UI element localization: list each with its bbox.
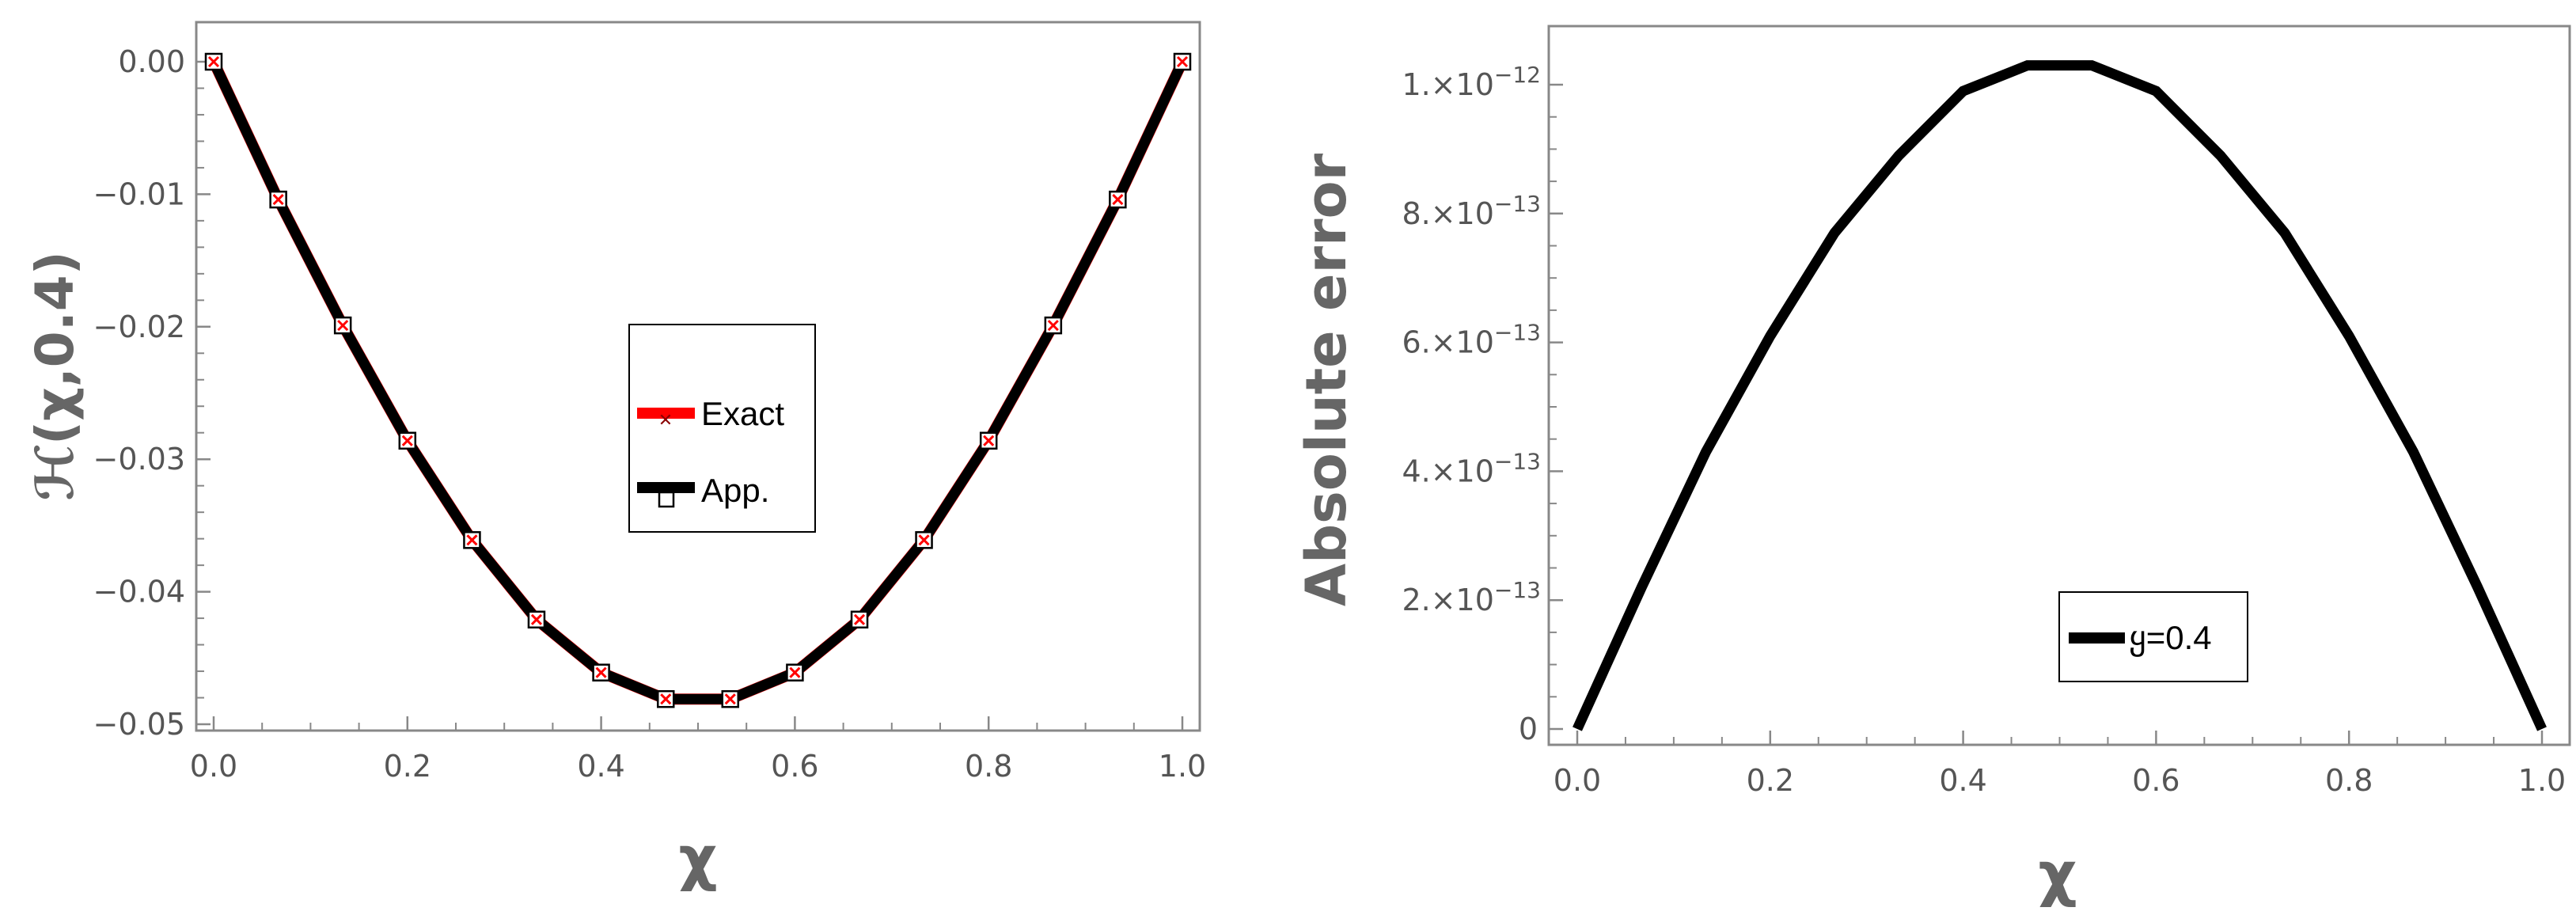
right-legend: ყ=0.4 [2058,591,2248,682]
left-x-tick-label: 1.0 [1159,749,1206,784]
right-x-tick-label: 0.0 [1554,763,1601,798]
left-y-tick-label: −0.03 [93,442,185,476]
legend-item-exact: ✕ Exact [637,395,784,432]
left-series-line-2 [209,59,1187,704]
legend-exact-marker: ✕ [658,411,673,431]
right-x-tick-label: 0.2 [1747,763,1794,798]
legend-app-marker [658,491,675,508]
exact-marker [401,435,413,446]
left-x-tick-label: 0.6 [771,749,818,784]
exact-marker-stroke [530,613,543,625]
exact-marker-stroke [401,435,413,446]
right-x-axis-title: χ [2038,838,2077,909]
exact-marker-stroke [918,534,930,546]
left-y-tick-label: 0.00 [118,44,185,79]
right-y-tick-label: 6.×10−13 [1402,320,1541,360]
exact-marker-stroke [983,435,995,446]
exact-marker [1112,194,1124,206]
right-x-tick-label: 1.0 [2518,763,2566,798]
exact-marker-stroke [853,613,866,625]
left-x-tick-label: 0.2 [384,749,431,784]
left-y-tick-label: −0.02 [93,309,185,344]
exact-marker-stroke [1047,320,1059,332]
legend-y04-label: ყ=0.4 [2129,619,2212,657]
right-x-tick-label: 0.8 [2325,763,2373,798]
exact-marker [466,534,478,546]
exact-marker [272,194,284,206]
right-series [1573,60,2547,731]
exact-marker [724,693,736,705]
exact-marker-stroke [466,534,478,546]
right-ticks: 0.0 0.2 0.4 0.6 0.8 1.0 0 2.×10−13 4.×10−13 6.×10… [1402,62,2566,798]
exact-marker-stroke [660,693,672,705]
right-series-line-1 [1573,60,2547,731]
exact-marker-stroke [724,693,736,705]
exact-marker [1047,320,1059,332]
exact-marker [983,435,995,446]
exact-marker [595,666,607,678]
exact-marker [1176,55,1189,68]
exact-marker [853,613,866,625]
exact-marker [789,666,801,678]
exact-marker-stroke [207,55,220,68]
left-y-tick-label: −0.04 [93,575,185,609]
left-x-tick-label: 0.0 [190,749,237,784]
left-x-tick-label: 0.8 [965,749,1012,784]
legend-item-app: App. [637,472,769,509]
left-ticks: 0.0 0.2 0.4 0.6 0.8 1.0 0.00 −0.01 −0.02 −0.03 −0.… [93,44,1207,784]
exact-marker [530,613,543,625]
right-x-tick-label: 0.4 [1939,763,1986,798]
right-y-tick-label: 2.×10−13 [1402,577,1541,617]
exact-marker-stroke [789,666,801,678]
left-legend: ✕ Exact App. [628,324,816,533]
right-y-axis-title: Absolute error [1294,153,1359,606]
exact-marker [660,693,672,705]
right-y-tick-label: 0 [1519,712,1538,746]
left-x-tick-label: 0.4 [577,749,624,784]
exact-marker-stroke [1112,194,1124,206]
exact-marker-stroke [595,666,607,678]
exact-marker-stroke [1176,55,1189,68]
right-x-tick-label: 0.6 [2132,763,2180,798]
exact-marker [918,534,930,546]
left-x-axis-title: χ [678,822,717,893]
exact-marker-stroke [337,320,349,332]
left-y-axis-title: ℋ(χ,0.4) [25,251,85,501]
left-chart: 0.0 0.2 0.4 0.6 0.8 1.0 0.00 −0.01 −0.02 −0.03 −0.… [25,21,1207,893]
right-y-tick-label: 4.×10−13 [1402,448,1541,488]
right-chart: 0.0 0.2 0.4 0.6 0.8 1.0 0 2.×10−13 4.×10−13 6.×10… [1294,25,2571,909]
right-y-tick-label: 8.×10−13 [1402,191,1541,231]
right-y-tick-label: 1.×10−12 [1402,62,1541,102]
left-y-tick-label: −0.05 [93,707,185,742]
exact-marker-stroke [272,194,284,206]
left-series [204,52,1192,708]
exact-marker [207,55,220,68]
left-y-tick-label: −0.01 [93,177,185,211]
legend-app-label: App. [701,472,769,509]
legend-exact-label: Exact [701,395,784,432]
exact-marker [337,320,349,332]
